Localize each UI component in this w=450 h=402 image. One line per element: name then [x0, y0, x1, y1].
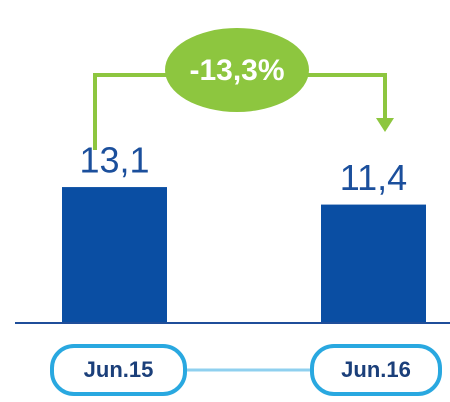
change-label: -13,3% [189, 54, 284, 87]
category-pill [310, 344, 442, 396]
bar [62, 187, 167, 322]
arrow-head [376, 118, 394, 132]
bar [321, 204, 426, 322]
category-pill [50, 344, 187, 396]
value-label: 11,4 [340, 157, 407, 198]
change-bubble [165, 28, 309, 112]
x-tick-label: Jun.15 [84, 357, 154, 382]
x-tick-label: Jun.16 [341, 357, 411, 382]
value-label: 13,1 [79, 140, 149, 181]
